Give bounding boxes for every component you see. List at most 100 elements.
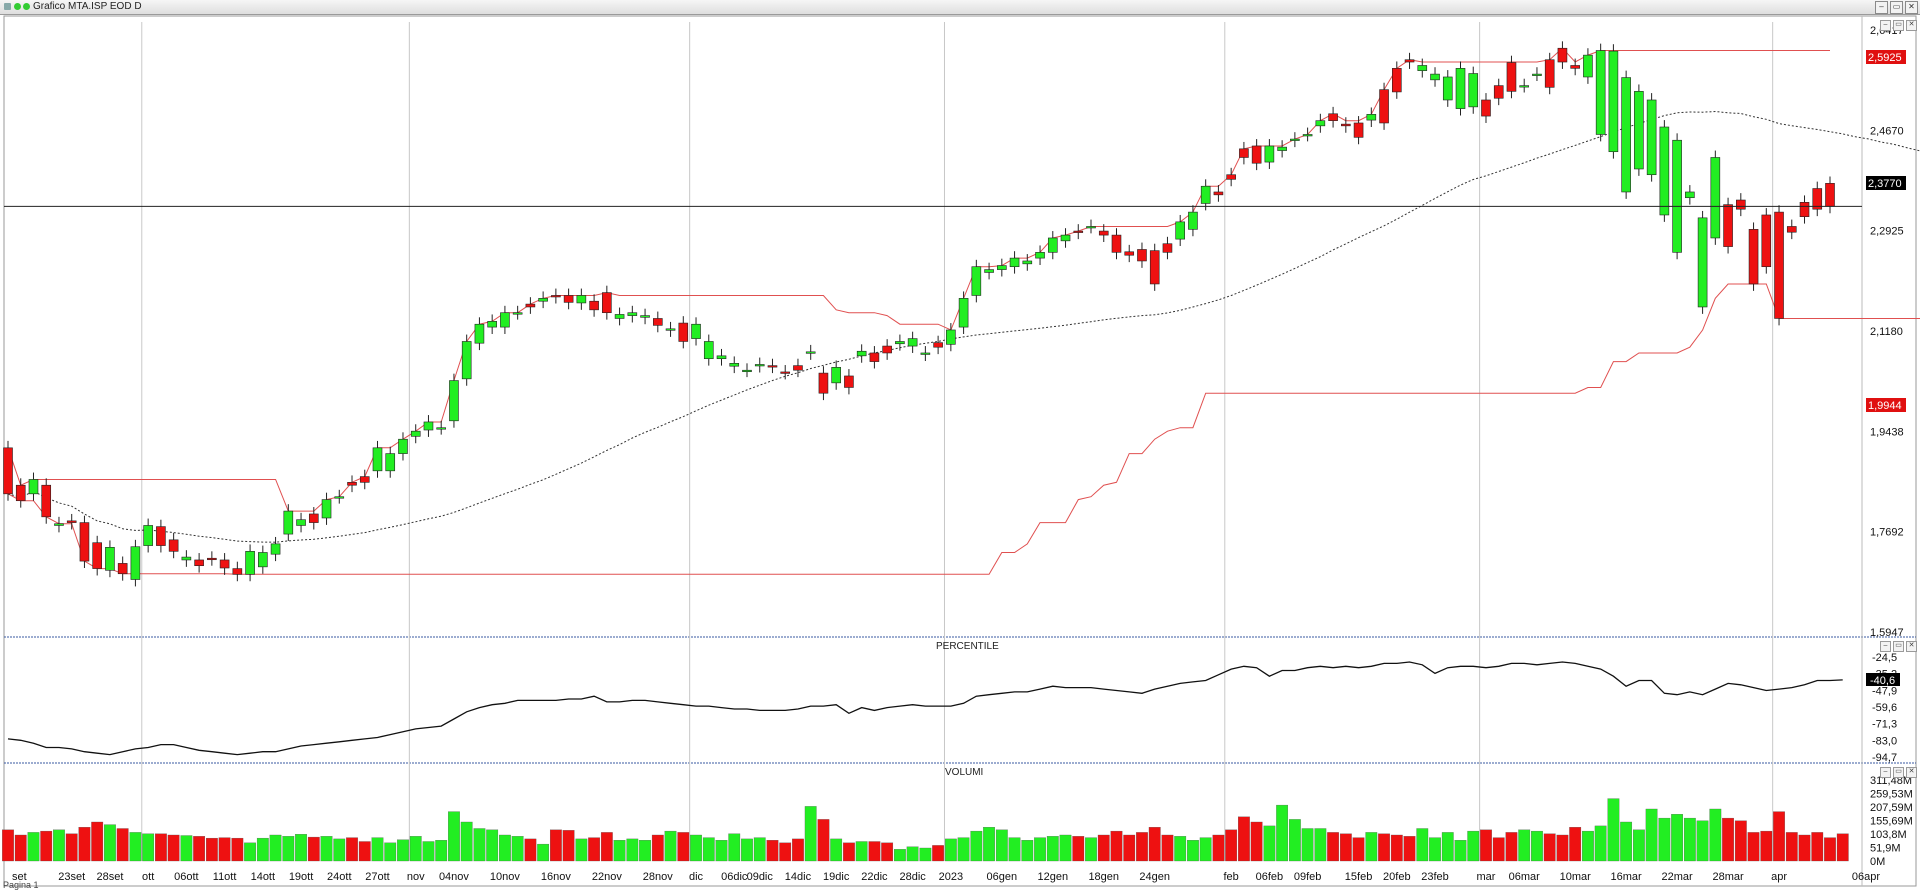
minimize-button[interactable]: – [1875, 1, 1888, 14]
date-axis-label: 28mar [1712, 871, 1744, 883]
candle [1417, 58, 1428, 78]
volume-bar [193, 836, 206, 862]
panel-close-button[interactable]: ✕ [1906, 767, 1917, 778]
volume-axis-label: 51,9M [1870, 843, 1901, 855]
candle [308, 507, 319, 530]
candle-body [1774, 211, 1784, 319]
volume-bar [269, 834, 282, 862]
close-button[interactable]: ✕ [1905, 1, 1918, 14]
candle-body [716, 355, 727, 360]
panel-minimize-button[interactable]: – [1880, 641, 1891, 652]
candle-body [41, 484, 52, 518]
candle-body [1646, 99, 1657, 176]
volume-bar [1085, 837, 1097, 862]
volume-bar [1352, 837, 1365, 862]
candle-body [844, 375, 854, 388]
volume-bar [142, 833, 155, 862]
volume-bar [651, 834, 664, 862]
percentile-tag: -40,6 [1870, 675, 1895, 687]
candle [1748, 222, 1759, 291]
candle [997, 258, 1007, 277]
volume-bar [1301, 828, 1314, 862]
candle-body [538, 298, 548, 302]
panel-close-button[interactable]: ✕ [1906, 20, 1917, 31]
volume-bar [231, 837, 244, 862]
candle-body [946, 329, 956, 345]
candle-body [729, 363, 740, 367]
candle [907, 331, 918, 353]
date-axis-label: 06apr [1852, 871, 1880, 883]
candle-body [334, 496, 345, 499]
maximize-button[interactable]: ▭ [1890, 1, 1903, 14]
date-axis-label: 20feb [1383, 871, 1411, 883]
panel-maximize-button[interactable]: ▭ [1893, 641, 1904, 652]
candle-body [1812, 188, 1823, 210]
candle-body [640, 315, 650, 318]
panel-maximize-button[interactable]: ▭ [1893, 20, 1904, 31]
volume-bar [180, 835, 193, 862]
date-axis-label: 04nov [439, 871, 469, 883]
volume-bar [1582, 830, 1594, 862]
candle [1786, 219, 1797, 240]
price-axis-label: 2,1180 [1870, 326, 1903, 338]
volume-bar [371, 837, 384, 862]
candle-body [487, 321, 497, 328]
volume-bar [1314, 828, 1327, 862]
volume-bar [677, 832, 690, 862]
candle [1060, 228, 1071, 248]
candle-body [283, 510, 294, 535]
candle [15, 478, 26, 508]
date-axis-label: 2023 [939, 871, 963, 883]
volume-bar [944, 838, 957, 862]
candle [1646, 93, 1657, 182]
volume-bar [1454, 840, 1467, 862]
candle-body [1264, 145, 1275, 163]
volume-bar [1569, 827, 1582, 862]
candle-body [1047, 237, 1058, 253]
candle-body [1149, 250, 1160, 285]
volume-bar [1760, 830, 1773, 862]
candle [1761, 208, 1772, 274]
candle [1544, 52, 1555, 95]
candle [1328, 106, 1338, 128]
candlesticks [3, 41, 1835, 587]
candle-body [28, 479, 39, 495]
candle [1022, 254, 1033, 271]
volume-bar [1594, 825, 1607, 862]
candle-body [130, 546, 141, 580]
volume-bar [205, 837, 218, 862]
date-axis-label: 10mar [1560, 871, 1592, 883]
candle [500, 305, 510, 334]
panel-close-button[interactable]: ✕ [1906, 641, 1917, 652]
volume-axis-label: 103,8M [1870, 829, 1907, 841]
candle-body [1570, 65, 1580, 69]
volume-bar [460, 821, 473, 862]
volume-bar [1441, 832, 1454, 862]
candle-body [500, 312, 510, 328]
panel-maximize-button[interactable]: ▭ [1893, 767, 1904, 778]
volume-bar [167, 834, 180, 862]
candle-body [614, 314, 625, 319]
volume-bar [1683, 817, 1696, 862]
candle [105, 540, 115, 578]
candle-body [1442, 76, 1453, 101]
volume-bar [40, 830, 53, 862]
date-axis-label: 16mar [1611, 871, 1643, 883]
candle [398, 432, 408, 461]
panel-minimize-button[interactable]: – [1880, 767, 1891, 778]
price-panel-controls: – ▭ ✕ [1880, 20, 1917, 31]
volume-bar [307, 836, 320, 862]
candle [946, 323, 956, 352]
candle-body [1379, 89, 1389, 124]
volume-bar [1110, 830, 1123, 862]
volume-bar [868, 841, 881, 862]
candle-body [1124, 251, 1135, 256]
candle [321, 492, 332, 525]
candle-body [1417, 65, 1428, 71]
candle [270, 536, 281, 562]
volume-bar [1390, 834, 1403, 862]
candle-body [308, 513, 319, 523]
candle [742, 363, 752, 378]
panel-minimize-button[interactable]: – [1880, 20, 1891, 31]
